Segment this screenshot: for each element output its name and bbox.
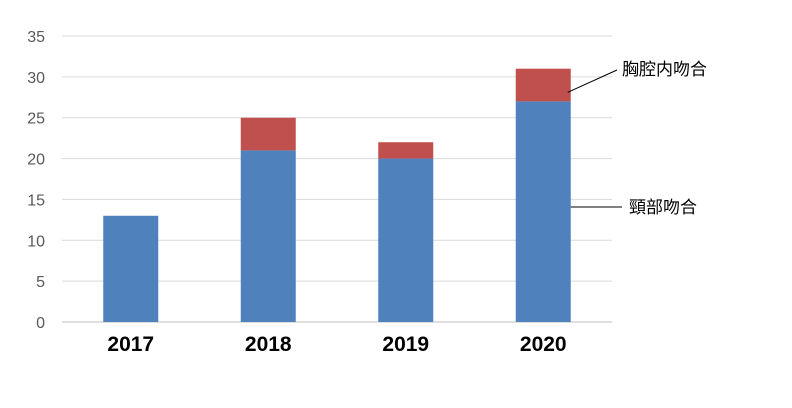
- series-label-cervical: 頸部吻合: [629, 198, 697, 218]
- bar-intrathoracic-2019: [378, 142, 434, 159]
- y-tick-label: 35: [27, 29, 45, 46]
- x-tick-label: 2019: [382, 333, 429, 356]
- y-axis-ticks: 0 5 10 15 20 25 30 35: [27, 29, 45, 332]
- callout-line-intrathoracic: [567, 69, 618, 93]
- y-tick-label: 0: [36, 315, 45, 332]
- bar-intrathoracic-2018: [240, 117, 296, 151]
- bars: [103, 68, 571, 322]
- y-tick-label: 25: [27, 111, 45, 128]
- y-tick-label: 15: [27, 192, 45, 209]
- x-tick-label: 2020: [520, 333, 567, 356]
- y-tick-label: 20: [27, 152, 45, 169]
- y-tick-label: 10: [27, 233, 45, 250]
- bar-cervical-2017: [103, 215, 159, 322]
- bar-cervical-2020: [515, 101, 571, 322]
- bar-cervical-2018: [240, 150, 296, 322]
- bar-intrathoracic-2020: [515, 68, 571, 102]
- series-label-intrathoracic: 胸腔内吻合: [622, 60, 707, 80]
- x-axis-ticks: 2017 2018 2019 2020: [107, 333, 566, 356]
- y-tick-label: 30: [27, 70, 45, 87]
- x-tick-label: 2017: [107, 333, 154, 356]
- bar-cervical-2019: [378, 158, 434, 322]
- x-tick-label: 2018: [245, 333, 292, 356]
- y-tick-label: 5: [36, 274, 45, 291]
